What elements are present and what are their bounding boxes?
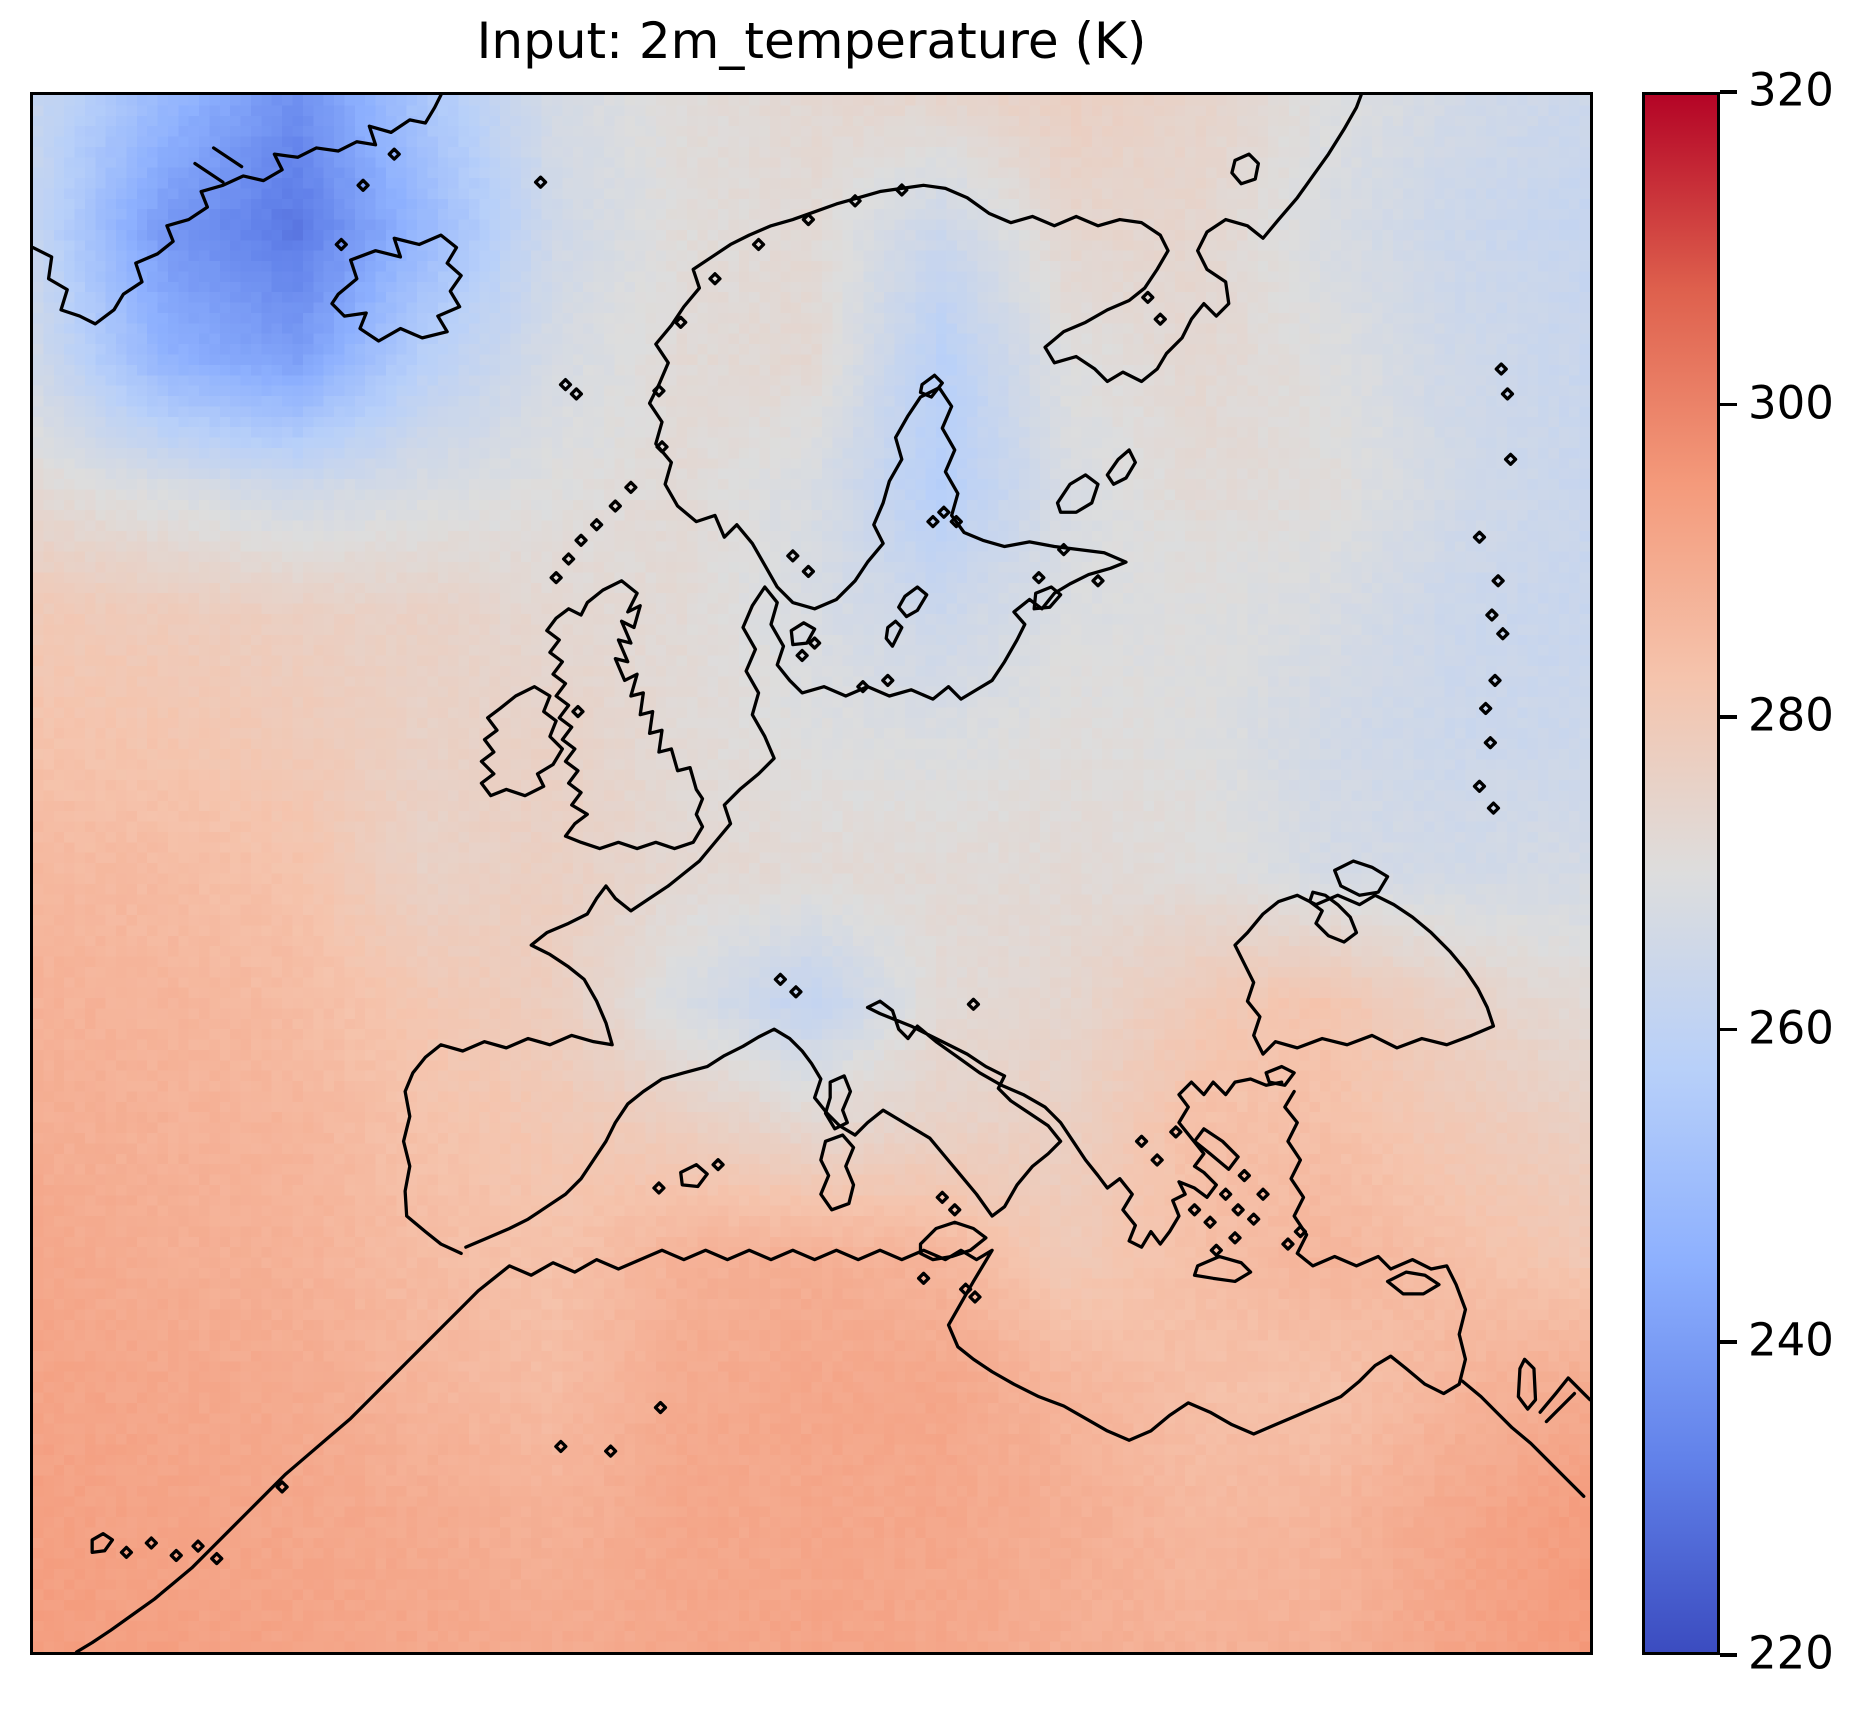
plot-title: Input: 2m_temperature (K)	[476, 12, 1147, 70]
colorbar-tick-mark	[1720, 715, 1737, 719]
colorbar-tick-mark	[1720, 90, 1737, 94]
coastline-islands-and-lakes	[90, 152, 1441, 1554]
coastline-ireland	[479, 685, 565, 798]
coastlines-overlay	[33, 95, 1590, 1652]
colorbar-tick-label: 240	[1748, 1314, 1834, 1368]
colorbar-tick-mark	[1720, 1340, 1737, 1344]
colorbar-tick-mark	[1720, 402, 1737, 407]
colorbar-tick-mark	[1720, 1653, 1737, 1657]
coastlines	[33, 95, 1590, 1652]
coastline-iceland	[330, 233, 463, 343]
coastline-turkey-levant-north-africa	[74, 1089, 1468, 1652]
colorbar-tick-label: 280	[1748, 688, 1834, 742]
colorbar-tick-mark	[1720, 1027, 1737, 1032]
colorbar-ticks: 320 300 280 260 240 220	[1720, 68, 1856, 1676]
colorbar-tick-label: 220	[1748, 1626, 1834, 1680]
islet-dots	[119, 147, 1518, 1566]
colorbar	[1642, 92, 1720, 1655]
coastline-mainland-atlantic-baltic-arctic	[401, 95, 1363, 1256]
coastline-south-europe-italy-greece	[464, 999, 1284, 1249]
colorbar-tick-label: 260	[1748, 1001, 1834, 1055]
coastline-black-sea	[1233, 859, 1496, 1087]
coastline-uk	[545, 579, 705, 851]
colorbar-tick-label: 320	[1748, 63, 1834, 117]
colorbar-tick-label: 300	[1748, 376, 1834, 430]
coastline-greenland	[33, 95, 443, 326]
temperature-heatmap	[33, 95, 1590, 1652]
coastline-red-sea-aqaba	[1460, 1357, 1590, 1498]
map-panel	[30, 92, 1593, 1655]
